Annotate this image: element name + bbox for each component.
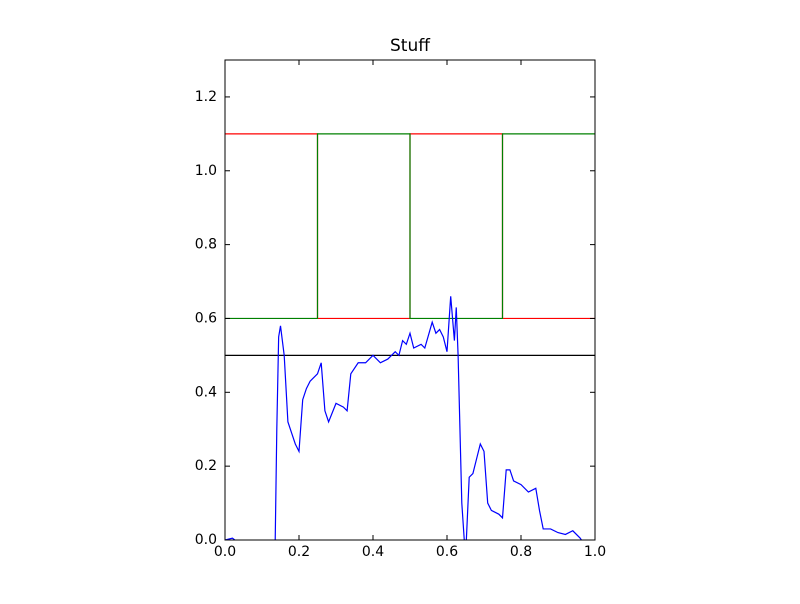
x-tick-label: 0.8 xyxy=(510,544,532,560)
series-line xyxy=(225,133,595,320)
x-tick-label: 0.6 xyxy=(436,544,458,560)
x-tick-label: 0.2 xyxy=(288,544,310,560)
axes-frame xyxy=(224,59,596,541)
x-tick-label: 1.0 xyxy=(584,544,606,560)
y-tick-label: 1.2 xyxy=(195,89,217,105)
y-tick-label: 0.4 xyxy=(195,384,217,400)
x-tick-label: 0.0 xyxy=(214,544,236,560)
chart-title: Stuff xyxy=(390,36,431,56)
y-tick-label: 0.0 xyxy=(195,532,217,548)
y-tick-label: 0.2 xyxy=(195,458,217,474)
series-line xyxy=(225,296,583,540)
x-tick-label: 0.4 xyxy=(362,544,384,560)
y-tick-label: 0.6 xyxy=(195,310,217,326)
plot-area xyxy=(225,133,595,540)
y-tick-label: 1.0 xyxy=(195,163,217,179)
y-tick-label: 0.8 xyxy=(195,237,217,253)
